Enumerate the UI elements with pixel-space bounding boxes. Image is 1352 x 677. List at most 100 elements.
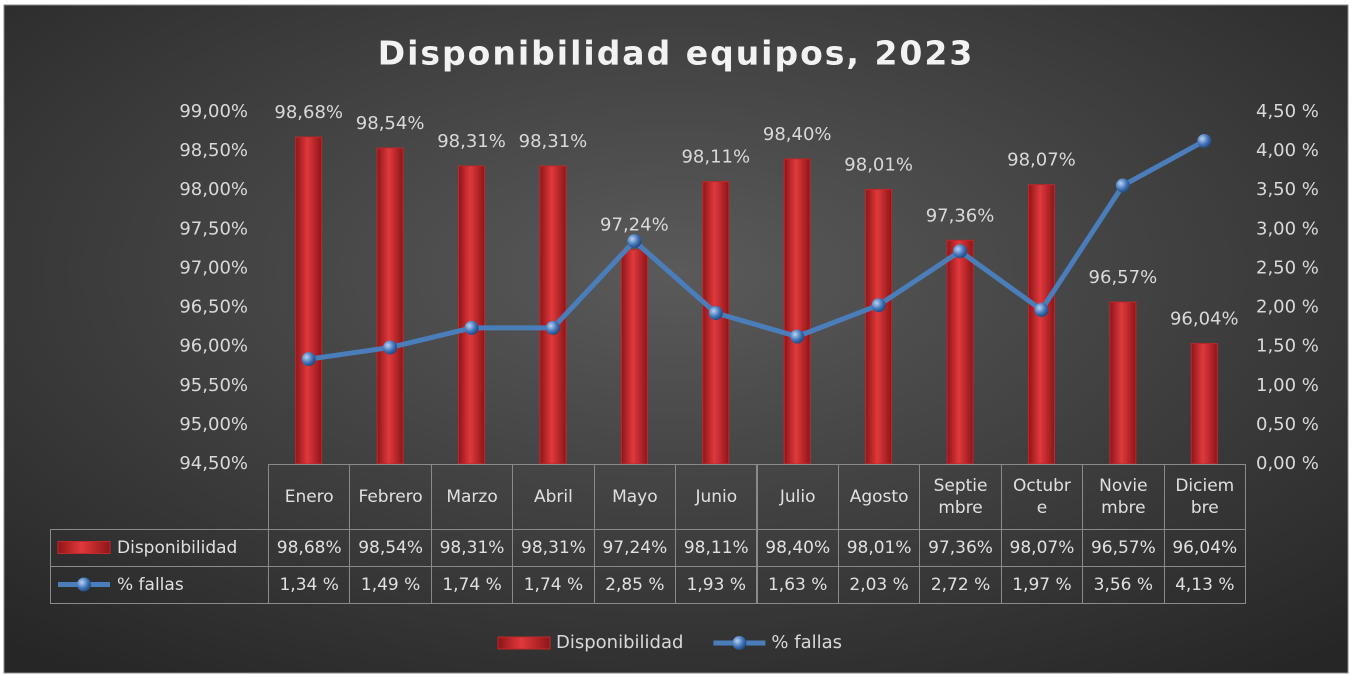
table-value: 96,57% [1082,529,1165,567]
table-value-text: 97,24% [602,538,668,558]
table-category: Junio [675,464,758,530]
line-marker [1115,178,1130,193]
table-value: 1,74 % [430,566,514,604]
table-value-text: 98,31% [521,538,586,558]
table-category: Febrero [349,464,432,530]
table-value-text: 2,85 % [605,575,665,595]
table-value-text: 1,97 % [1012,575,1072,595]
y-tick-label: 94,50% [179,453,248,474]
y-tick-label: 95,00% [179,414,248,435]
y-tick-label: 95,50% [179,375,248,396]
y-tick-label: 98,50% [179,140,248,161]
line-marker [545,320,560,335]
line-marker [464,320,479,335]
data-label: 98,54% [356,113,425,134]
table-value: 98,31% [512,529,595,567]
table-value: 4,13 % [1163,566,1246,604]
table-category: Agosto [837,464,921,530]
y-tick-label: 97,00% [179,257,248,278]
line-marker [1197,133,1212,148]
y2-tick-label: 0,00 % [1256,453,1319,474]
table-series-header: Disponibilidad [50,529,269,567]
table-category: Diciembre [1163,464,1246,530]
table-value: 2,72 % [919,566,1002,604]
table-series-name: % fallas [117,575,184,595]
y-tick-label: 99,00% [179,101,248,122]
y-tick-label: 97,50% [179,218,248,239]
table-value: 98,07% [1000,529,1084,567]
table-value: 1,74 % [512,566,595,604]
data-label: 96,04% [1170,309,1239,330]
table-value: 2,03 % [837,566,921,604]
table-value: 96,04% [1163,529,1246,567]
table-category: Mayo [593,464,677,530]
table-category-text: Abril [534,487,573,507]
bar [783,158,811,465]
bar [295,136,323,465]
table-value-text: 2,72 % [930,575,991,595]
table-category-text: Septiembre [933,476,988,518]
table-series-header: % fallas [50,566,269,604]
table-value-text: 96,57% [1090,538,1156,558]
table-category-text: Marzo [446,487,498,507]
data-label: 98,11% [681,147,750,168]
table-value: 98,54% [349,529,432,567]
table-value-text: 98,07% [1009,538,1075,558]
bar [946,239,974,465]
table-value-text: 1,63 % [767,575,828,595]
bar [1190,343,1218,465]
table-value: 98,40% [756,529,839,567]
data-label: 97,24% [600,215,669,236]
table-value: 2,85 % [593,566,677,604]
table-value: 1,63 % [756,566,839,604]
table-value: 98,11% [675,529,758,567]
line-marker [708,306,723,321]
table-value: 1,97 % [1000,566,1084,604]
bar [458,165,486,465]
table-value-text: 98,68% [276,538,342,558]
table-value-text: 1,49 % [360,575,421,595]
data-label: 96,57% [1089,267,1158,288]
table-value: 1,34 % [268,566,351,604]
bar [620,249,648,465]
data-label: 98,07% [1007,150,1076,171]
table-category-text: Diciembre [1175,476,1235,518]
legend-label: Disponibilidad [556,632,683,653]
table-value: 98,01% [837,529,921,567]
y2-tick-label: 4,00 % [1256,140,1319,161]
data-label: 98,01% [844,154,913,175]
table-category-text: Julio [779,487,816,507]
table-value: 98,68% [268,529,351,567]
table-category-text: Enero [284,487,334,507]
table-value-text: 98,40% [765,538,831,558]
line-marker [627,234,642,249]
table-category: Marzo [430,464,514,530]
table-category-text: Junio [695,487,738,507]
y2-tick-label: 4,50 % [1256,101,1319,122]
data-label: 97,36% [926,205,995,226]
table-category: Julio [756,464,839,530]
legend-swatch [497,636,551,650]
table-value: 1,49 % [349,566,432,604]
y2-tick-label: 1,00 % [1256,375,1319,396]
table-category-text: Mayo [612,487,658,507]
bar [865,188,893,465]
y2-tick-label: 0,50 % [1256,414,1319,435]
table-category-text: Noviembre [1099,476,1148,518]
data-label: 98,40% [763,124,832,145]
legend-swatch-marker [732,636,747,650]
data-label: 98,68% [274,102,343,123]
table-value-text: 97,36% [928,538,993,558]
table-category-text: Febrero [358,487,423,507]
table-category: Enero [268,464,351,530]
table-value-text: 98,31% [439,538,505,558]
data-label: 98,31% [437,131,506,152]
y-tick-label: 96,00% [179,336,248,357]
line-marker [790,329,805,344]
line-marker [953,244,968,259]
table-category: Octubre [1000,464,1084,530]
table-value-text: 2,03 % [849,575,909,595]
table-value-text: 98,01% [846,538,912,558]
table-value: 3,56 % [1082,566,1165,604]
